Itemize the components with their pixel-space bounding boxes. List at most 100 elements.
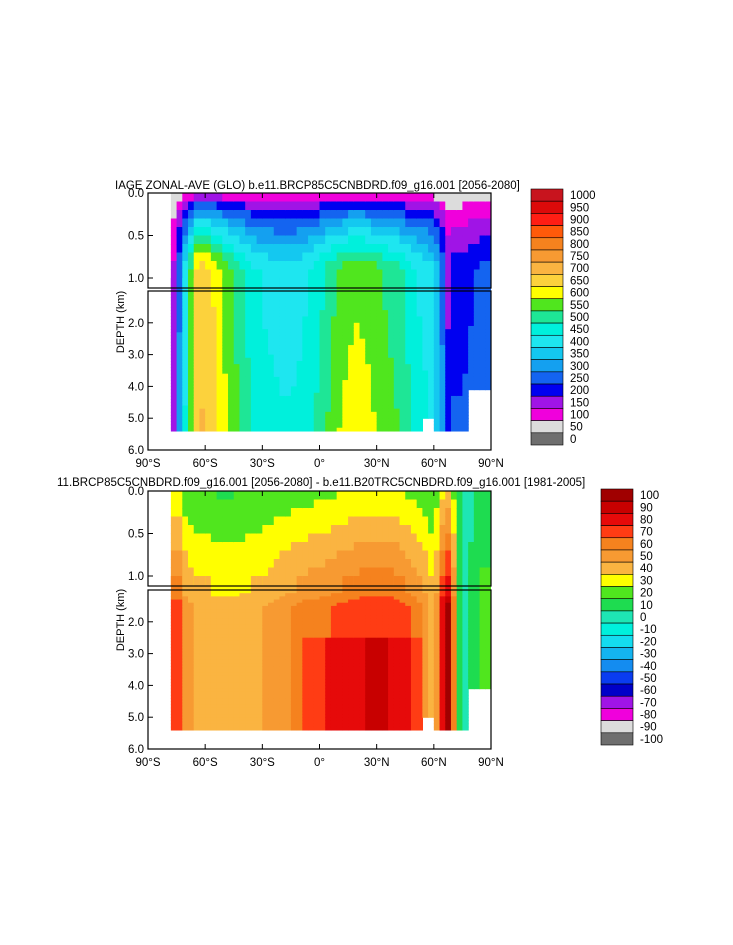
field-cell [199, 675, 206, 680]
field-cell [262, 491, 269, 501]
field-cell [262, 364, 269, 368]
field-cell [273, 559, 281, 569]
field-cell [422, 332, 429, 337]
field-cell [479, 297, 486, 302]
field-cell [410, 306, 418, 311]
field-cell [325, 516, 332, 526]
field-cell [313, 707, 321, 712]
field-cell [256, 300, 263, 305]
field-cell [342, 499, 349, 509]
field-cell [348, 714, 355, 718]
field-cell [296, 354, 303, 359]
field-cell [176, 675, 183, 680]
field-cell [433, 278, 441, 295]
field-cell [479, 329, 486, 333]
field-cell [382, 357, 389, 362]
field-cell [290, 210, 298, 220]
field-cell [256, 679, 263, 683]
field-cell [302, 325, 309, 330]
field-cell [325, 297, 332, 302]
field-cell [233, 659, 241, 664]
field-cell [256, 335, 263, 340]
field-cell [228, 360, 235, 365]
field-cell [210, 306, 218, 311]
field-cell [193, 605, 201, 610]
field-cell [285, 710, 292, 715]
field-cell [268, 682, 275, 686]
field-cell [365, 717, 372, 721]
field-cell [262, 644, 269, 648]
field-cell [382, 383, 389, 387]
field-cell [228, 373, 235, 378]
field-cell [428, 319, 435, 324]
field-cell [313, 720, 321, 725]
field-cell [365, 672, 372, 677]
field-cell [268, 364, 275, 368]
field-cell [405, 313, 412, 318]
field-cell [228, 631, 235, 636]
field-cell [296, 386, 303, 391]
field-cell [176, 421, 183, 426]
field-cell [245, 637, 252, 642]
field-cell [325, 227, 332, 237]
field-cell [250, 354, 258, 359]
field-cell [170, 650, 178, 655]
field-cell [188, 624, 195, 629]
field-cell [170, 499, 178, 509]
field-cell [330, 386, 338, 391]
field-cell [342, 707, 349, 712]
field-cell [273, 244, 281, 254]
field-cell [330, 672, 338, 677]
field-cell [233, 235, 241, 245]
field-cell [319, 694, 326, 699]
field-cell [170, 508, 178, 518]
field-cell [188, 656, 195, 661]
field-cell [405, 386, 412, 391]
field-cell [245, 348, 252, 353]
field-cell [376, 325, 383, 330]
field-cell [170, 389, 178, 394]
field-cell [239, 720, 246, 725]
field-cell [388, 306, 395, 311]
field-cell [170, 679, 178, 683]
field-cell [250, 402, 258, 407]
field-cell [313, 294, 321, 298]
field-cell [313, 389, 321, 394]
field-cell [245, 605, 252, 610]
field-cell [353, 618, 361, 623]
field-cell [405, 389, 412, 394]
field-cell [188, 533, 195, 543]
chart-2-contour-field [170, 491, 491, 731]
field-cell [359, 612, 366, 617]
field-cell [193, 252, 201, 262]
field-cell [256, 348, 263, 353]
field-cell [199, 631, 206, 636]
field-cell [485, 322, 491, 327]
field-cell [222, 402, 229, 407]
field-cell [353, 593, 361, 597]
field-cell [308, 640, 315, 645]
field-cell [285, 427, 292, 432]
field-cell [370, 596, 378, 601]
colorbar-label: 950 [570, 202, 589, 214]
field-cell [296, 313, 303, 318]
field-cell [290, 659, 298, 664]
field-cell [330, 351, 338, 356]
field-cell [210, 694, 218, 699]
field-cell [193, 405, 201, 410]
field-cell [376, 201, 383, 211]
field-cell [210, 329, 218, 333]
field-cell [285, 332, 292, 337]
field-cell [285, 392, 292, 397]
field-cell [330, 525, 338, 535]
field-cell [365, 659, 372, 664]
field-cell [210, 714, 218, 718]
field-cell [359, 559, 366, 569]
field-cell [422, 357, 429, 362]
field-cell [416, 421, 423, 426]
field-cell [302, 596, 309, 601]
field-cell [319, 325, 326, 330]
field-cell [233, 609, 241, 613]
field-cell [239, 631, 246, 636]
field-cell [222, 338, 229, 343]
